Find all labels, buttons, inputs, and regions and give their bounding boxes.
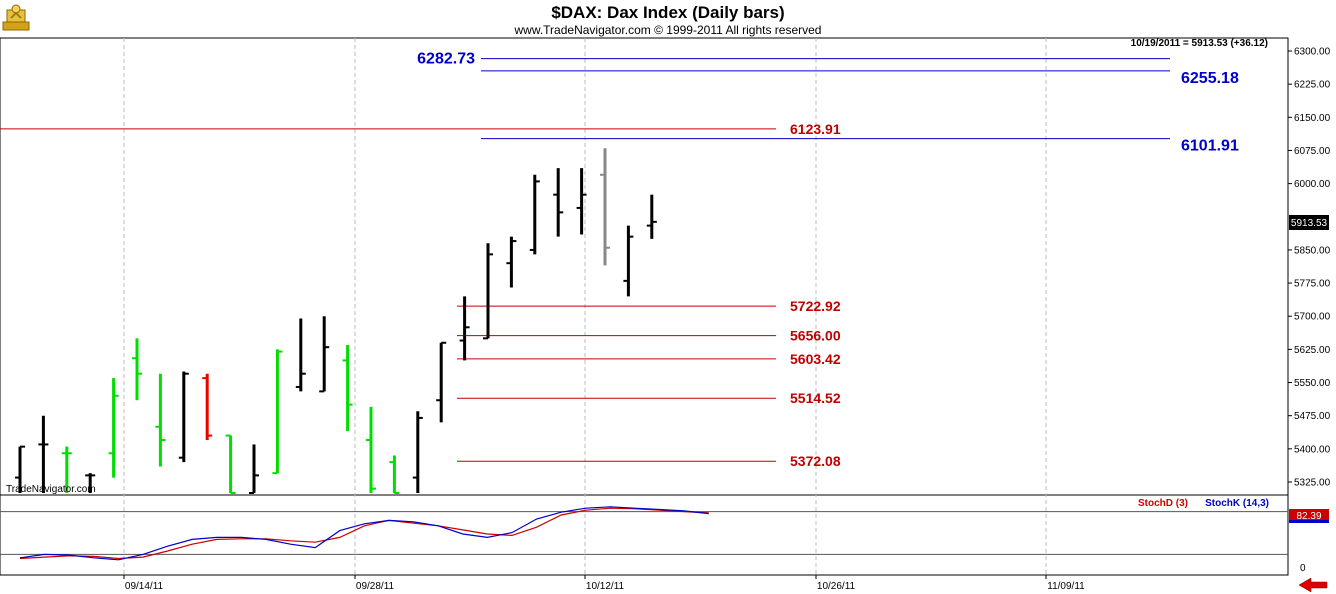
y-tick-label: 5400.00 xyxy=(1294,444,1331,455)
chart-subtitle: www.TradeNavigator.com © 1999-2011 All r… xyxy=(514,23,822,37)
y-tick-label: 6075.00 xyxy=(1294,146,1331,157)
stochastic-panel xyxy=(0,506,1288,561)
price-bar xyxy=(529,174,540,255)
x-tick-label: 11/09/11 xyxy=(1047,581,1085,592)
price-bar xyxy=(272,349,283,475)
y-tick-label: 6300.00 xyxy=(1294,47,1331,58)
x-tick-label: 09/28/11 xyxy=(356,581,395,592)
y-tick-label: 5625.00 xyxy=(1294,345,1331,356)
y-tick-label: 5325.00 xyxy=(1294,478,1331,489)
stoch-value-badge: 82.39 xyxy=(1289,509,1329,523)
legend-stoch-k: StochK (14,3) xyxy=(1205,498,1269,509)
date-axis: 09/14/11 09/28/11 10/12/11 10/26/11 11/09/11 xyxy=(123,575,1085,592)
watermark: TradeNavigator.com xyxy=(6,484,96,495)
stoch-d-line xyxy=(19,507,709,560)
y-tick-label: 5700.00 xyxy=(1294,312,1331,323)
y-tick-label: 5550.00 xyxy=(1294,378,1331,389)
y-tick-label: 5475.00 xyxy=(1294,411,1331,422)
chart-title: $DAX: Dax Index (Daily bars) xyxy=(551,3,784,22)
price-bar xyxy=(85,473,96,493)
x-tick-label: 09/14/11 xyxy=(125,581,164,592)
price-bar xyxy=(132,338,142,401)
y-tick-label: 6225.00 xyxy=(1294,80,1331,91)
price-bar xyxy=(225,434,236,494)
price-bar xyxy=(483,243,493,340)
price-bar xyxy=(389,455,400,494)
last-price-label: 5913.53 xyxy=(1291,218,1328,229)
price-bar xyxy=(342,344,353,432)
price-bar xyxy=(178,371,189,463)
price-bar xyxy=(553,168,564,237)
support-label: 5372.08 xyxy=(790,453,841,469)
price-bar xyxy=(249,444,259,494)
price-bar xyxy=(600,148,610,266)
target-label: 6255.18 xyxy=(1181,70,1239,87)
price-bar xyxy=(15,445,25,493)
support-label: 5656.00 xyxy=(790,328,841,344)
last-price-badge: 5913.53 xyxy=(1289,215,1329,230)
support-label: 6123.91 xyxy=(790,121,841,137)
support-label: 5722.92 xyxy=(790,298,841,314)
chart-frame xyxy=(0,37,1289,576)
price-bar xyxy=(623,225,634,297)
price-bar xyxy=(295,318,306,392)
trade-navigator-logo-icon xyxy=(2,4,30,31)
price-bar xyxy=(155,373,166,467)
y-tick-label: 5775.00 xyxy=(1294,279,1331,290)
y-tick-label: 6150.00 xyxy=(1294,113,1331,124)
price-bar xyxy=(646,194,657,239)
stoch-k-line xyxy=(19,506,709,561)
y-tick-label: 5850.00 xyxy=(1294,245,1331,256)
x-tick-label: 10/26/11 xyxy=(817,581,856,592)
x-tick-label: 10/12/11 xyxy=(586,581,625,592)
level-lines: 6123.91 5722.92 5656.00 5603.42 5514.52 5372.… xyxy=(0,51,1239,469)
price-bar xyxy=(412,411,423,493)
price-bar xyxy=(38,415,49,493)
stoch-tick-label: 0 xyxy=(1300,563,1306,574)
y-tick-label: 6000.00 xyxy=(1294,179,1331,190)
support-label: 5603.42 xyxy=(790,351,841,367)
target-label: 6101.91 xyxy=(1181,138,1239,155)
price-bar xyxy=(436,341,447,423)
price-axis: 6300.00 6225.00 6150.00 6075.00 6000.00 5850.… xyxy=(1288,47,1331,574)
price-bar xyxy=(576,168,587,235)
price-bar xyxy=(459,296,470,361)
price-bar xyxy=(506,236,517,288)
scroll-left-arrow-icon[interactable] xyxy=(1298,577,1328,593)
target-label: 6282.73 xyxy=(417,51,475,68)
stoch-value-label: 82.39 xyxy=(1296,511,1321,522)
price-bar xyxy=(319,316,330,393)
price-bar xyxy=(61,446,72,493)
price-bar xyxy=(202,373,213,441)
price-bar xyxy=(366,406,376,493)
price-bar xyxy=(108,378,119,478)
legend-stoch-d: StochD (3) xyxy=(1138,498,1188,509)
price-bars xyxy=(15,148,657,494)
quote-readout: 10/19/2011 = 5913.53 (+36.12) xyxy=(1131,38,1268,49)
support-label: 5514.52 xyxy=(790,390,841,406)
